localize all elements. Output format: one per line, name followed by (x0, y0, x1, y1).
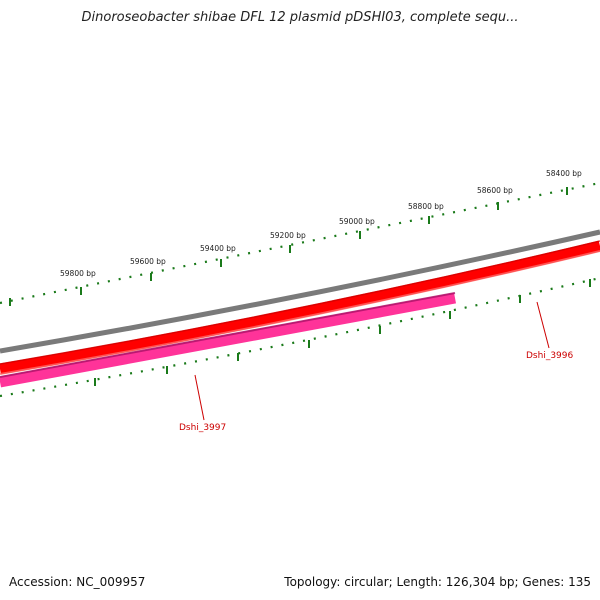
accession-text: Accession: NC_009957 (9, 575, 146, 589)
map-title: Dinoroseobacter shibae DFL 12 plasmid pD… (81, 10, 519, 25)
tick-label-58800: 58800 bp (408, 202, 444, 211)
summary-text: Topology: circular; Length: 126,304 bp; … (284, 575, 591, 589)
outer-scale: 59800 bp 59600 bp 59400 bp 59200 bp 5900… (0, 169, 600, 306)
backbone-ring (0, 229, 600, 354)
tick-label-59000: 59000 bp (339, 217, 375, 226)
callout-line-dshi-3997 (194, 374, 205, 421)
reverse-gene-dshi-3997[interactable] (0, 292, 457, 388)
gene-label-dshi-3996[interactable]: Dshi_3996 (526, 351, 574, 361)
forward-gene-dshi-3996[interactable] (0, 240, 600, 375)
tick-label-59800: 59800 bp (60, 269, 96, 278)
tick-label-59400: 59400 bp (200, 244, 236, 253)
gene-label-dshi-3997[interactable]: Dshi_3997 (179, 423, 226, 433)
tick-label-58400: 58400 bp (546, 169, 582, 178)
inner-scale (0, 276, 600, 398)
tick-label-58600: 58600 bp (477, 186, 513, 195)
callout-line-dshi-3996 (536, 301, 550, 349)
tick-label-59200: 59200 bp (270, 231, 306, 240)
tick-label-59600: 59600 bp (130, 257, 166, 266)
